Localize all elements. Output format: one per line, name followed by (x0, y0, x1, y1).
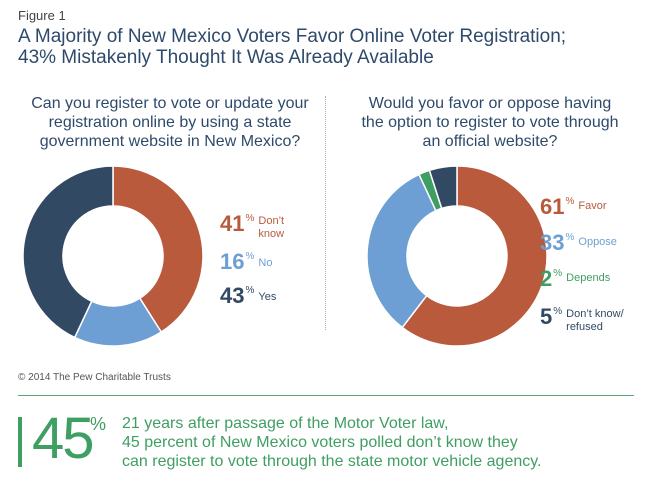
legend-percent-sign: % (565, 232, 575, 243)
legend-label-dont-know: Don’t know (258, 215, 285, 240)
legend-item-dont-know: 41% Don’t know (220, 213, 298, 241)
left-question-line2: registration online by using a state (48, 114, 292, 131)
legend-label-oppose: Oppose (578, 236, 617, 248)
callout-percent-sign: % (90, 414, 107, 434)
legend-value-no: 16 (220, 249, 245, 274)
left-donut-chart (22, 165, 204, 347)
callout-number: 45 (32, 406, 94, 471)
callout-rule (18, 395, 634, 396)
legend-value-dont-know-refused: 5 (540, 304, 553, 329)
right-question-line1: Would you favor or oppose having (368, 95, 612, 112)
right-question-line2: the option to register to vote through (361, 114, 619, 131)
legend-percent-sign: % (553, 306, 563, 317)
right-donut-slice-oppose (366, 173, 437, 329)
legend-item-depends: 2% Depends (540, 268, 610, 290)
right-question: Would you favor or oppose having the opt… (340, 94, 640, 151)
legend-label-yes: Yes (258, 291, 277, 303)
legend-value-depends: 2 (540, 266, 553, 291)
figure-label: Figure 1 (18, 8, 66, 23)
chart-title-line2: 43% Mistakenly Thought It Was Already Av… (18, 47, 434, 68)
legend-percent-sign: % (553, 268, 563, 279)
legend-label-no: No (258, 257, 273, 269)
legend-percent-sign: % (245, 251, 255, 262)
left-donut-slice-yes (22, 165, 114, 339)
left-question-line3: government website in New Mexico? (39, 133, 301, 150)
callout-line2: 45 percent of New Mexico voters polled d… (122, 434, 518, 451)
legend-label-favor: Favor (578, 200, 607, 212)
left-donut-slice-don-t-know (112, 165, 204, 334)
right-donut-slice-don-t-know-refused (428, 165, 458, 210)
callout-line3: can register to vote through the state m… (122, 453, 542, 470)
legend-item-favor: 61% Favor (540, 196, 607, 218)
left-question-line1: Can you register to vote or update your (31, 95, 309, 112)
legend-item-dont-know-refused: 5% Don’t know/ refused (540, 306, 628, 334)
legend-value-yes: 43 (220, 283, 245, 308)
legend-percent-sign: % (245, 213, 255, 224)
chart-title-line1: A Majority of New Mexico Voters Favor On… (18, 26, 567, 47)
copyright-notice: © 2014 The Pew Charitable Trusts (18, 372, 171, 383)
right-donut-chart (366, 165, 548, 347)
callout-text: 21 years after passage of the Motor Vote… (122, 414, 637, 471)
callout-accent-bar (18, 417, 22, 467)
callout-line1: 21 years after passage of the Motor Vote… (122, 415, 449, 432)
legend-value-favor: 61 (540, 194, 565, 219)
legend-value-dont-know: 41 (220, 211, 245, 236)
legend-label-dont-know-refused: Don’t know/ refused (566, 308, 624, 333)
right-donut-slice-favor (401, 165, 548, 347)
left-question: Can you register to vote or update your … (20, 94, 320, 151)
right-question-line3: an official website? (422, 133, 558, 150)
chart-divider (325, 96, 326, 330)
chart-title: A Majority of New Mexico Voters Favor On… (18, 26, 638, 68)
legend-item-no: 16%No (220, 251, 272, 273)
legend-percent-sign: % (245, 285, 255, 296)
legend-item-yes: 43%Yes (220, 285, 276, 307)
legend-label-depends: Depends (566, 272, 611, 284)
legend-item-oppose: 33% Oppose (540, 232, 617, 254)
legend-percent-sign: % (565, 196, 575, 207)
legend-value-oppose: 33 (540, 230, 565, 255)
